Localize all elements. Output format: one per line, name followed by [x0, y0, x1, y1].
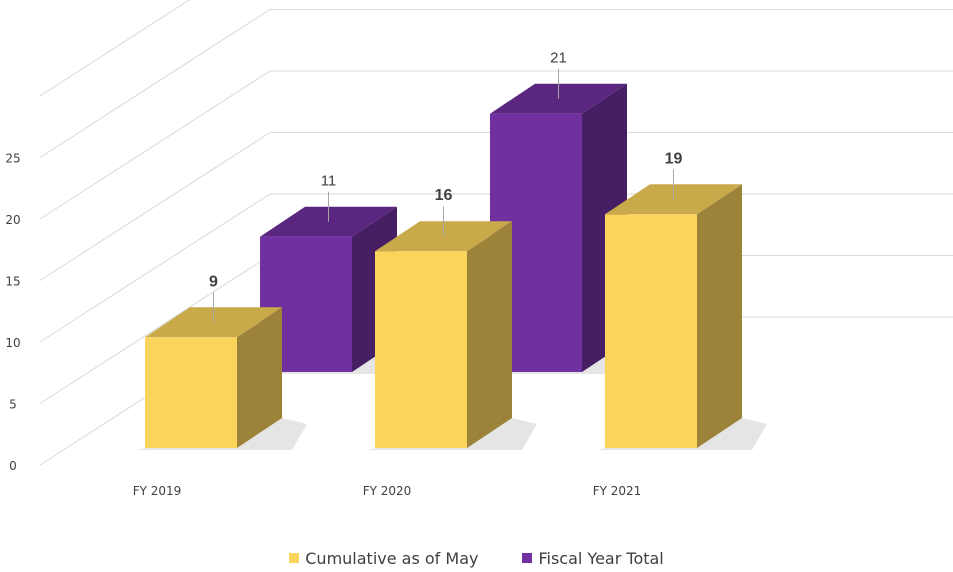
y-tick-label: 15: [5, 275, 20, 289]
legend-label-fiscal-year-total: Fiscal Year Total: [538, 548, 664, 568]
legend: Cumulative as of May Fiscal Year Total: [0, 545, 953, 571]
data-label: 16: [435, 187, 453, 204]
bar[interactable]: 19: [597, 150, 767, 450]
legend-item-fiscal-year-total[interactable]: Fiscal Year Total: [522, 548, 664, 568]
legend-swatch-cumulative: [289, 553, 300, 563]
bar-front: [605, 214, 697, 448]
gridline-side: [39, 255, 271, 404]
bar-front: [145, 337, 237, 448]
gridline-side: [39, 70, 271, 220]
x-tick-label: FY 2020: [363, 484, 412, 498]
data-label: 9: [209, 273, 218, 290]
data-label: 21: [550, 50, 567, 67]
y-tick-label: 10: [5, 336, 20, 350]
y-tick-label: 0: [9, 459, 17, 473]
data-label: 19: [665, 150, 683, 167]
gridline-side: [39, 132, 271, 281]
data-label: 11: [321, 173, 337, 190]
bar[interactable]: 16: [367, 187, 537, 450]
gridline-side: [39, 193, 271, 343]
gridline-side: [39, 0, 191, 97]
bars: 11 21 9 16 19: [137, 50, 767, 450]
legend-label-cumulative: Cumulative as of May: [305, 548, 479, 568]
legend-item-cumulative[interactable]: Cumulative as of May: [289, 549, 478, 568]
bar-front: [375, 251, 467, 448]
x-tick-label: FY 2021: [593, 484, 642, 498]
x-tick-label: FY 2019: [133, 484, 182, 498]
y-tick-label: 20: [5, 213, 20, 227]
bar-side: [467, 221, 512, 448]
y-tick-label: 25: [5, 152, 20, 166]
y-axis: 0 5 10 15 20 25: [5, 152, 20, 474]
bar-side: [697, 184, 742, 449]
y-tick-label: 5: [9, 398, 17, 412]
bar[interactable]: 9: [137, 273, 307, 450]
bar-side: [237, 307, 282, 448]
x-axis: FY 2019 FY 2020 FY 2021: [133, 484, 642, 498]
gridline-side: [39, 9, 271, 158]
legend-swatch-fiscal-year-total: [522, 553, 533, 563]
